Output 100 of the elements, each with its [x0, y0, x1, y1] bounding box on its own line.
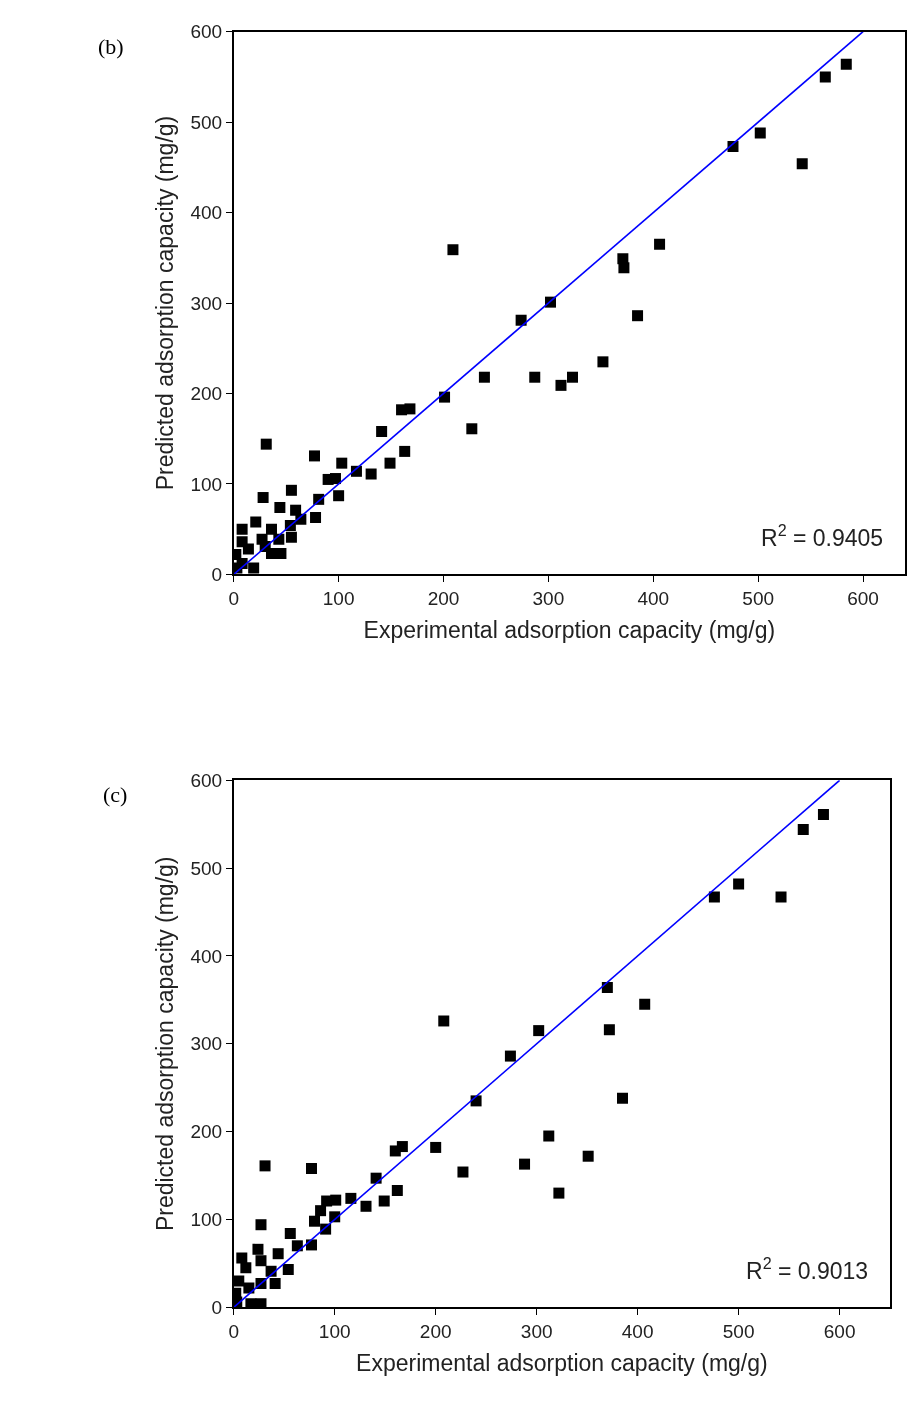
x-tick-label: 200: [427, 587, 460, 609]
point: [819, 71, 831, 83]
point: [274, 501, 286, 513]
y-tick-label: 100: [190, 1209, 223, 1231]
x-tick-label: 500: [722, 1320, 755, 1342]
y-tick-label: 300: [190, 292, 223, 314]
x-tick-label: 600: [847, 587, 879, 609]
point: [515, 314, 527, 326]
y-tick-label: 200: [190, 383, 223, 405]
point: [336, 457, 348, 469]
point: [519, 1158, 531, 1170]
x-tick-label: 100: [318, 1320, 351, 1342]
point: [391, 1184, 403, 1196]
point: [242, 543, 254, 555]
point: [603, 1024, 615, 1036]
point: [384, 457, 396, 469]
point: [567, 371, 579, 383]
point: [399, 445, 411, 457]
point: [597, 356, 609, 368]
y-tick-label: 200: [190, 1121, 223, 1143]
point: [797, 823, 809, 835]
point: [529, 371, 541, 383]
point: [840, 58, 852, 70]
point: [290, 504, 302, 516]
point: [284, 1228, 296, 1240]
y-tick-label: 400: [190, 202, 223, 224]
point: [438, 1015, 450, 1027]
point: [308, 450, 320, 462]
point: [404, 403, 416, 415]
x-tick-label: 500: [742, 587, 775, 609]
point: [601, 982, 613, 994]
point: [553, 1187, 565, 1199]
x-tick-label: 300: [520, 1320, 553, 1342]
y-tick-label: 100: [190, 473, 223, 495]
point: [654, 238, 666, 250]
point: [272, 1248, 284, 1260]
point: [255, 1219, 267, 1231]
y-tick-label: 300: [190, 1033, 223, 1055]
point: [457, 1166, 469, 1178]
point: [555, 379, 567, 391]
x-tick-label: 400: [637, 587, 670, 609]
annotation: R$^{2}$ = 0.9405: [761, 521, 884, 551]
point: [265, 523, 277, 535]
y-tick-label: 600: [190, 769, 223, 791]
x-tick-label: 300: [532, 587, 565, 609]
point: [243, 1282, 255, 1294]
x-tick-label: 200: [419, 1320, 452, 1342]
x-tick-label: 100: [322, 587, 355, 609]
point: [533, 1025, 545, 1037]
x-tick-label: 0: [228, 1320, 240, 1342]
point: [248, 562, 260, 574]
point: [396, 1141, 408, 1153]
point: [447, 244, 459, 256]
y-tick-label: 0: [211, 1296, 223, 1318]
y-tick-label: 500: [190, 857, 223, 879]
chart-title: (c): [103, 782, 128, 807]
point: [376, 426, 388, 437]
y-axis-title: Predicted adsorption capacity (mg/g): [152, 856, 179, 1232]
y-axis-title: Predicted adsorption capacity (mg/g): [152, 115, 179, 491]
point: [618, 262, 630, 274]
point: [333, 490, 345, 502]
y-tick-label: 400: [190, 945, 223, 967]
y-tick-label: 0: [211, 564, 223, 586]
point: [754, 127, 766, 139]
point: [255, 1298, 267, 1308]
point: [360, 1200, 372, 1212]
x-tick-label: 400: [621, 1320, 654, 1342]
y-tick-label: 600: [190, 21, 223, 43]
y-tick-label: 500: [190, 111, 223, 133]
point: [365, 468, 377, 480]
point: [285, 531, 297, 543]
x-tick-label: 0: [228, 587, 240, 609]
point: [260, 438, 272, 450]
point: [478, 371, 490, 383]
point: [632, 310, 644, 322]
point: [309, 1215, 321, 1227]
point: [617, 1092, 628, 1104]
point: [430, 1141, 442, 1153]
point: [582, 1150, 594, 1162]
point: [708, 891, 720, 903]
point: [252, 1243, 264, 1255]
point: [245, 1298, 257, 1308]
point: [639, 998, 651, 1010]
point: [733, 878, 745, 890]
point: [796, 158, 808, 170]
point: [291, 1240, 303, 1252]
point: [315, 1205, 327, 1217]
x-axis-title: Experimental adsorption capacity (mg/g): [363, 617, 776, 644]
point: [255, 1255, 267, 1267]
annotation: R$^{2}$ = 0.9013: [746, 1254, 869, 1284]
point: [504, 1050, 516, 1062]
point: [250, 516, 262, 528]
x-tick-label: 600: [823, 1320, 856, 1342]
point: [321, 1195, 333, 1207]
point: [310, 511, 322, 523]
point: [378, 1195, 390, 1207]
point: [282, 1264, 294, 1276]
point: [240, 1262, 252, 1274]
point: [466, 423, 478, 435]
point: [305, 1163, 317, 1175]
